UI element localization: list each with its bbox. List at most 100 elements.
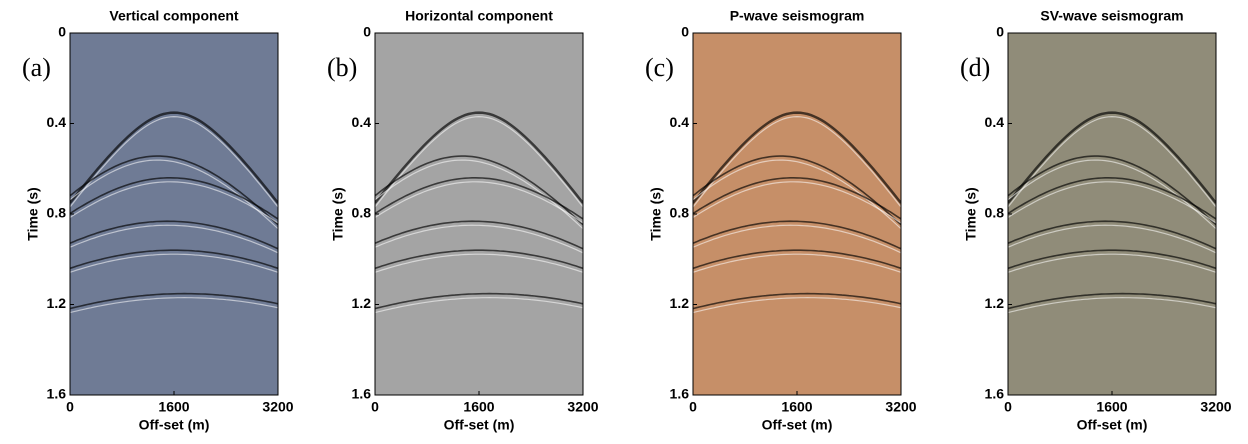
y-tick-label: 0 xyxy=(363,24,371,40)
y-tick-label: 0.8 xyxy=(352,205,372,221)
seismic-events xyxy=(70,111,278,314)
x-axis-label: Off-set (m) xyxy=(1077,417,1148,433)
panel-label: (c) xyxy=(645,53,674,82)
image-background xyxy=(375,33,583,395)
seismic-event xyxy=(70,115,278,208)
y-tick-label: 0.4 xyxy=(670,114,690,130)
y-tick-label: 1.6 xyxy=(985,386,1005,402)
seismic-event xyxy=(1008,220,1216,250)
y-tick-label: 0 xyxy=(996,24,1004,40)
panel-label: (a) xyxy=(22,53,51,82)
panel-title: SV-wave seismogram xyxy=(1040,8,1183,24)
x-tick-label: 3200 xyxy=(885,399,916,415)
seismic-event xyxy=(375,220,583,250)
seismic-event xyxy=(375,155,583,226)
panel-label: (b) xyxy=(327,53,357,82)
seismic-event xyxy=(1008,249,1216,270)
seismic-event xyxy=(1008,111,1216,204)
panel-title: P-wave seismogram xyxy=(730,8,865,24)
seismic-event xyxy=(693,249,901,270)
seismic-event xyxy=(70,111,278,204)
image-background xyxy=(70,33,278,395)
seismic-event xyxy=(693,177,901,220)
seismic-event xyxy=(693,181,901,224)
y-tick-label: 0.4 xyxy=(985,114,1005,130)
seismic-event xyxy=(693,292,901,310)
y-tick-label: 0 xyxy=(58,24,66,40)
panel-title: Vertical component xyxy=(109,8,238,24)
seismic-event xyxy=(375,249,583,270)
seismic-event xyxy=(375,292,583,310)
seismic-events xyxy=(693,111,901,314)
y-tick-label: 0.8 xyxy=(985,205,1005,221)
y-axis-label: Time (s) xyxy=(648,187,664,240)
seismic-event xyxy=(693,155,901,226)
x-tick-label: 0 xyxy=(689,399,697,415)
seismic-event xyxy=(70,249,278,270)
x-tick-label: 1600 xyxy=(158,399,189,415)
y-tick-label: 1.6 xyxy=(352,386,372,402)
seismic-event xyxy=(70,220,278,250)
y-tick-label: 1.2 xyxy=(670,295,690,311)
y-tick-label: 0.4 xyxy=(47,114,67,130)
y-tick-label: 1.6 xyxy=(47,386,67,402)
seismic-events xyxy=(1008,111,1216,314)
seismic-event xyxy=(70,292,278,310)
y-tick-label: 1.2 xyxy=(985,295,1005,311)
seismic-event xyxy=(693,220,901,250)
panel-title: Horizontal component xyxy=(405,8,553,24)
panel-label: (d) xyxy=(960,53,990,82)
seismic-event xyxy=(693,253,901,273)
y-tick-label: 1.2 xyxy=(47,295,67,311)
x-axis-label: Off-set (m) xyxy=(139,417,210,433)
y-tick-label: 0.4 xyxy=(352,114,372,130)
seismic-event xyxy=(375,224,583,254)
seismic-event xyxy=(70,177,278,220)
seismic-event xyxy=(70,181,278,224)
seismic-event xyxy=(1008,224,1216,254)
x-tick-label: 1600 xyxy=(781,399,812,415)
x-tick-label: 0 xyxy=(66,399,74,415)
seismic-event xyxy=(1008,155,1216,226)
seismic-event xyxy=(375,177,583,220)
x-axis-label: Off-set (m) xyxy=(444,417,515,433)
seismic-event xyxy=(70,296,278,314)
image-background xyxy=(693,33,901,395)
seismic-event xyxy=(693,111,901,204)
seismic-event xyxy=(375,296,583,314)
seismic-event xyxy=(1008,296,1216,314)
x-tick-label: 0 xyxy=(371,399,379,415)
x-tick-label: 1600 xyxy=(1096,399,1127,415)
seismic-event xyxy=(1008,181,1216,224)
seismic-event xyxy=(693,224,901,254)
seismic-event xyxy=(375,115,583,208)
y-tick-label: 0.8 xyxy=(670,205,690,221)
seismic-event xyxy=(693,296,901,314)
seismic-event xyxy=(1008,253,1216,273)
seismic-event xyxy=(70,224,278,254)
x-axis-label: Off-set (m) xyxy=(762,417,833,433)
seismic-event xyxy=(375,111,583,204)
seismic-event xyxy=(70,253,278,273)
y-axis-label: Time (s) xyxy=(963,187,979,240)
x-tick-label: 3200 xyxy=(567,399,598,415)
seismic-event xyxy=(375,253,583,273)
seismic-event xyxy=(1008,115,1216,208)
y-tick-label: 0 xyxy=(681,24,689,40)
x-tick-label: 1600 xyxy=(463,399,494,415)
x-tick-label: 3200 xyxy=(1200,399,1231,415)
x-tick-label: 0 xyxy=(1004,399,1012,415)
seismic-event xyxy=(1008,292,1216,310)
seismic-event xyxy=(375,181,583,224)
y-tick-label: 1.2 xyxy=(352,295,372,311)
y-axis-label: Time (s) xyxy=(330,187,346,240)
seismic-event xyxy=(70,155,278,226)
y-tick-label: 1.6 xyxy=(670,386,690,402)
x-tick-label: 3200 xyxy=(262,399,293,415)
y-axis-label: Time (s) xyxy=(25,187,41,240)
seismic-event xyxy=(693,115,901,208)
image-background xyxy=(1008,33,1216,395)
seismic-events xyxy=(375,111,583,314)
seismic-event xyxy=(1008,177,1216,220)
